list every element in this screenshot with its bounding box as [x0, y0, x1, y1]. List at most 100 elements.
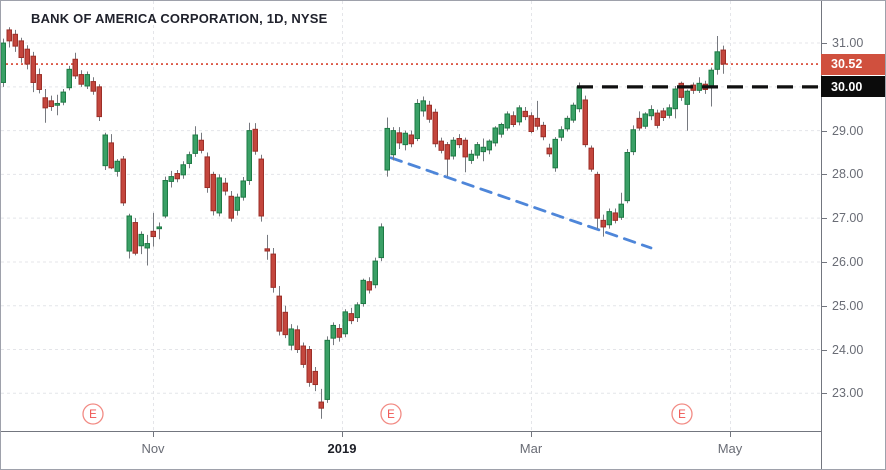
candle-body-up — [138, 233, 144, 247]
candle-body-up — [696, 82, 702, 91]
candle-body-down — [258, 158, 264, 217]
candle-body-down — [282, 311, 288, 336]
candle-body-down — [588, 147, 594, 170]
candle — [498, 122, 504, 138]
candle — [684, 89, 690, 131]
candle-body-down — [312, 370, 318, 386]
candle — [522, 106, 528, 121]
candle-body-down — [198, 139, 204, 151]
candle-body-down — [72, 58, 78, 77]
candle-body-up — [378, 226, 384, 259]
candle-body-down — [96, 86, 102, 118]
earnings-marker[interactable]: E — [380, 403, 402, 425]
candle — [288, 324, 294, 351]
candle — [30, 51, 36, 93]
price-tick-label: 28.00 — [832, 167, 864, 182]
time-axis[interactable]: Nov 2019 Mar May — [1, 431, 885, 469]
candle-body-up — [216, 177, 222, 214]
candle — [426, 100, 432, 123]
candle-body-up — [606, 211, 612, 226]
candle — [78, 70, 84, 87]
candle-body-up — [330, 324, 336, 339]
candle-body-down — [210, 173, 216, 212]
candle-body-down — [132, 222, 138, 254]
candle — [714, 36, 720, 75]
candle-body-up — [516, 107, 522, 123]
candle-body-down — [6, 29, 12, 42]
candle-body-down — [600, 219, 606, 228]
candle-body-up — [126, 215, 132, 252]
candle — [54, 94, 60, 116]
candle-body-up — [240, 180, 246, 198]
candle — [120, 156, 126, 206]
axis-corner — [821, 431, 885, 469]
candle-body-down — [174, 173, 180, 180]
candle-body-down — [540, 124, 546, 138]
candle-body-down — [594, 173, 600, 219]
candle-body-up — [714, 51, 720, 70]
candle-body-up — [156, 226, 162, 230]
candle-body-up — [66, 68, 72, 89]
candle — [12, 29, 18, 52]
candle — [564, 115, 570, 132]
candle-body-down — [522, 110, 528, 118]
candle — [588, 145, 594, 172]
candle-body-up — [54, 102, 60, 106]
candle — [174, 170, 180, 183]
candle-body-down — [90, 81, 96, 92]
price-tick-mark — [822, 349, 827, 351]
candle — [90, 77, 96, 95]
candle-body-up — [558, 129, 564, 138]
candle — [342, 309, 348, 338]
candle — [408, 130, 414, 148]
candle-body-down — [306, 349, 312, 383]
candle — [390, 127, 396, 161]
candle — [282, 305, 288, 339]
candle — [150, 212, 156, 247]
descending-trendline[interactable] — [389, 156, 653, 250]
candle-body-up — [1, 42, 6, 83]
candle-body-down — [294, 329, 300, 351]
candle — [462, 137, 468, 173]
candle — [168, 170, 174, 188]
candle — [318, 388, 324, 419]
time-axis-label: Nov — [141, 441, 165, 456]
candle — [258, 154, 264, 222]
candle-body-up — [114, 160, 120, 172]
candle — [216, 174, 222, 217]
candle — [468, 149, 474, 164]
candle-body-down — [660, 110, 666, 118]
candle-body-up — [492, 127, 498, 144]
last-price-badge: 30.52 — [821, 53, 885, 75]
candle-body-up — [372, 260, 378, 286]
candle-body-up — [168, 176, 174, 182]
earnings-letter: E — [89, 409, 97, 421]
candle-body-up — [192, 134, 198, 154]
earnings-circle-icon — [671, 403, 693, 425]
price-tick-label: 26.00 — [832, 254, 864, 269]
last-price-value: 30.52 — [831, 57, 863, 72]
candle-body-up — [552, 138, 558, 169]
candle-body-down — [432, 111, 438, 145]
earnings-marker[interactable]: E — [82, 403, 104, 425]
candle-body-up — [84, 74, 90, 87]
candle — [516, 105, 522, 126]
candle — [306, 346, 312, 387]
candle — [444, 142, 450, 177]
candle-body-down — [48, 100, 54, 108]
candle-body-up — [630, 129, 636, 153]
candle — [450, 137, 456, 160]
earnings-marker[interactable]: E — [671, 403, 693, 425]
candle-body-up — [474, 144, 480, 156]
candle — [84, 71, 90, 90]
candle — [432, 108, 438, 148]
candle-body-down — [462, 139, 468, 158]
candle — [720, 45, 726, 74]
candle — [48, 95, 54, 111]
candle — [210, 171, 216, 216]
candle — [492, 126, 498, 147]
candle — [324, 336, 330, 403]
candle-body-down — [720, 49, 726, 65]
earnings-letter: E — [387, 409, 395, 421]
